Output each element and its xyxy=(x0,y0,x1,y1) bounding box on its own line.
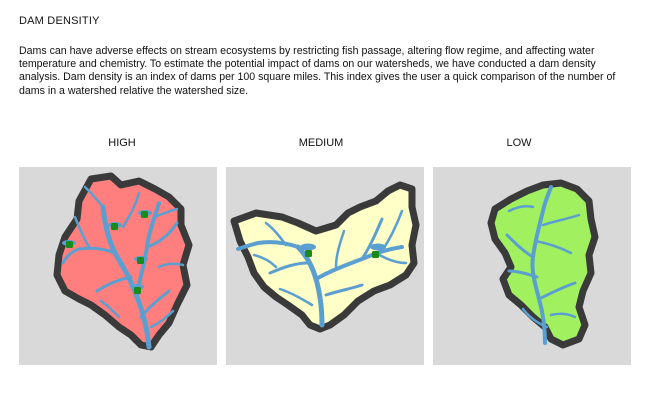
watershed-medium-boundary xyxy=(230,181,420,333)
label-low: LOW xyxy=(506,137,532,149)
label-high: HIGH xyxy=(108,137,136,149)
watershed-high-map xyxy=(53,172,193,351)
watershed-high-boundary xyxy=(53,172,193,351)
dam-marker xyxy=(141,211,148,218)
description-text: Dams can have adverse effects on stream … xyxy=(19,45,616,97)
dam-marker xyxy=(66,241,73,248)
dam-marker xyxy=(372,251,379,258)
dam-marker xyxy=(111,223,118,230)
dam-marker xyxy=(134,287,141,294)
panel-medium xyxy=(226,167,424,365)
panel-high xyxy=(19,167,217,365)
watershed-medium-map xyxy=(230,181,420,333)
panel-low xyxy=(433,167,631,365)
page-title: DAM DENSITIY xyxy=(19,15,100,27)
watershed-low-map xyxy=(487,179,599,349)
label-medium: MEDIUM xyxy=(298,137,344,149)
dam-marker xyxy=(305,250,312,257)
dam-marker xyxy=(137,257,144,264)
